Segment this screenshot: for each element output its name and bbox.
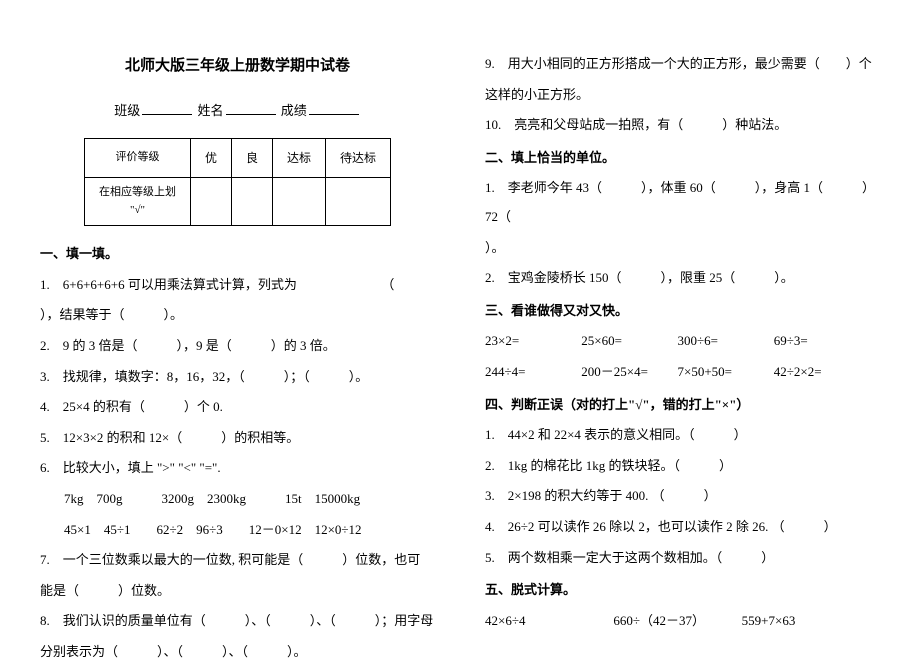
right-column: 9. 用大小相同的正方形搭成一个大的正方形，最少需要（ ）个 这样的小正方形。 … (485, 50, 880, 620)
s4-q5: 5. 两个数相乘一定大于这两个数相加。（ ） (485, 544, 880, 573)
calc-item: 300÷6= (678, 327, 774, 356)
section1-header: 一、填一填。 (40, 240, 435, 269)
calc-item: 200－25×4= (581, 358, 677, 387)
s4-q4: 4. 26÷2 可以读作 26 除以 2，也可以读作 2 除 26. （ ） (485, 513, 880, 542)
s4-q3: 3. 2×198 的积大约等于 400. （ ） (485, 482, 880, 511)
calc-item: 25×60= (581, 327, 677, 356)
table-header-1: 评价等级 (84, 138, 190, 177)
name-blank (226, 114, 276, 115)
s1-q8b: 分别表示为（ ）、（ ）、（ ）。 (40, 638, 435, 666)
s2-q2: 2. 宝鸡金陵桥长 150（ ），限重 25（ ）。 (485, 264, 880, 293)
s1-q9a: 9. 用大小相同的正方形搭成一个大的正方形，最少需要（ ）个 (485, 50, 880, 79)
calc-item: 244÷4= (485, 358, 581, 387)
calc-item: 42×6÷4 (485, 607, 613, 636)
score-blank (309, 114, 359, 115)
section2-header: 二、填上恰当的单位。 (485, 144, 880, 173)
s2-q1b: ）。 (485, 234, 880, 263)
table-header-2: 优 (190, 138, 231, 177)
calc-item: 69÷3= (774, 327, 870, 356)
table-header-5: 待达标 (326, 138, 391, 177)
grade-table: 评价等级 优 良 达标 待达标 在相应等级上划 "√" (84, 138, 391, 227)
section5-header: 五、脱式计算。 (485, 576, 880, 605)
name-label: 姓名 (197, 103, 223, 118)
table-header-4: 达标 (273, 138, 326, 177)
class-label: 班级 (114, 103, 140, 118)
table-cell-empty (190, 177, 231, 225)
s1-q7a: 7. 一个三位数乘以最大的一位数, 积可能是（ ）位数，也可 (40, 546, 435, 575)
s1-q7b: 能是（ ）位数。 (40, 577, 435, 606)
s4-q2: 2. 1kg 的棉花比 1kg 的铁块轻。（ ） (485, 452, 880, 481)
s4-q1: 1. 44×2 和 22×4 表示的意义相同。（ ） (485, 421, 880, 450)
s1-q6: 6. 比较大小，填上 ">" "<" "=". (40, 454, 435, 483)
student-info-line: 班级 姓名 成绩 (40, 97, 435, 126)
s1-q9b: 这样的小正方形。 (485, 81, 880, 110)
calc-item: 7×50+50= (678, 358, 774, 387)
table-header-3: 良 (231, 138, 272, 177)
left-column: 北师大版三年级上册数学期中试卷 班级 姓名 成绩 评价等级 优 良 达标 待达标… (40, 50, 435, 620)
s1-q2: 2. 9 的 3 倍是（ ），9 是（ ）的 3 倍。 (40, 332, 435, 361)
section4-header: 四、判断正误（对的打上"√"，错的打上"×"） (485, 391, 880, 420)
calc-item: 23×2= (485, 327, 581, 356)
table-cell-empty (231, 177, 272, 225)
s1-q4: 4. 25×4 的积有（ ）个 0. (40, 393, 435, 422)
s1-q1b: ），结果等于（ ）。 (40, 301, 435, 330)
calc-item: 660÷（42－37） (613, 607, 741, 636)
table-row2-label: 在相应等级上划 "√" (84, 177, 190, 225)
s2-q1a: 1. 李老师今年 43（ ），体重 60（ ），身高 1（ ）72（ (485, 174, 880, 231)
s1-q8a: 8. 我们认识的质量单位有（ ）、（ ）、（ ）；用字母 (40, 607, 435, 636)
s3-row2: 244÷4= 200－25×4= 7×50+50= 42÷2×2= (485, 358, 880, 387)
s1-q10: 10. 亮亮和父母站成一拍照，有（ ）种站法。 (485, 111, 880, 140)
s3-row1: 23×2= 25×60= 300÷6= 69÷3= (485, 327, 880, 356)
calc-item: 559+7×63 (742, 607, 870, 636)
class-blank (142, 114, 192, 115)
calc-item: 42÷2×2= (774, 358, 870, 387)
table-cell-empty (326, 177, 391, 225)
section3-header: 三、看谁做得又对又快。 (485, 297, 880, 326)
s1-q5: 5. 12×3×2 的积和 12×（ ）的积相等。 (40, 424, 435, 453)
s5-row1: 42×6÷4 660÷（42－37） 559+7×63 (485, 607, 880, 636)
table-cell-empty (273, 177, 326, 225)
score-label: 成绩 (281, 103, 307, 118)
s1-q1a: 1. 6+6+6+6+6 可以用乘法算式计算，列式为 （ (40, 271, 435, 300)
s1-q3: 3. 找规律，填数字：8，16，32，（ ）；（ ）。 (40, 363, 435, 392)
s1-q6a: 7kg 700g 3200g 2300kg 15t 15000kg (40, 485, 435, 514)
s1-q6b: 45×1 45÷1 62÷2 96÷3 12－0×12 12×0÷12 (40, 516, 435, 545)
page-title: 北师大版三年级上册数学期中试卷 (40, 50, 435, 83)
